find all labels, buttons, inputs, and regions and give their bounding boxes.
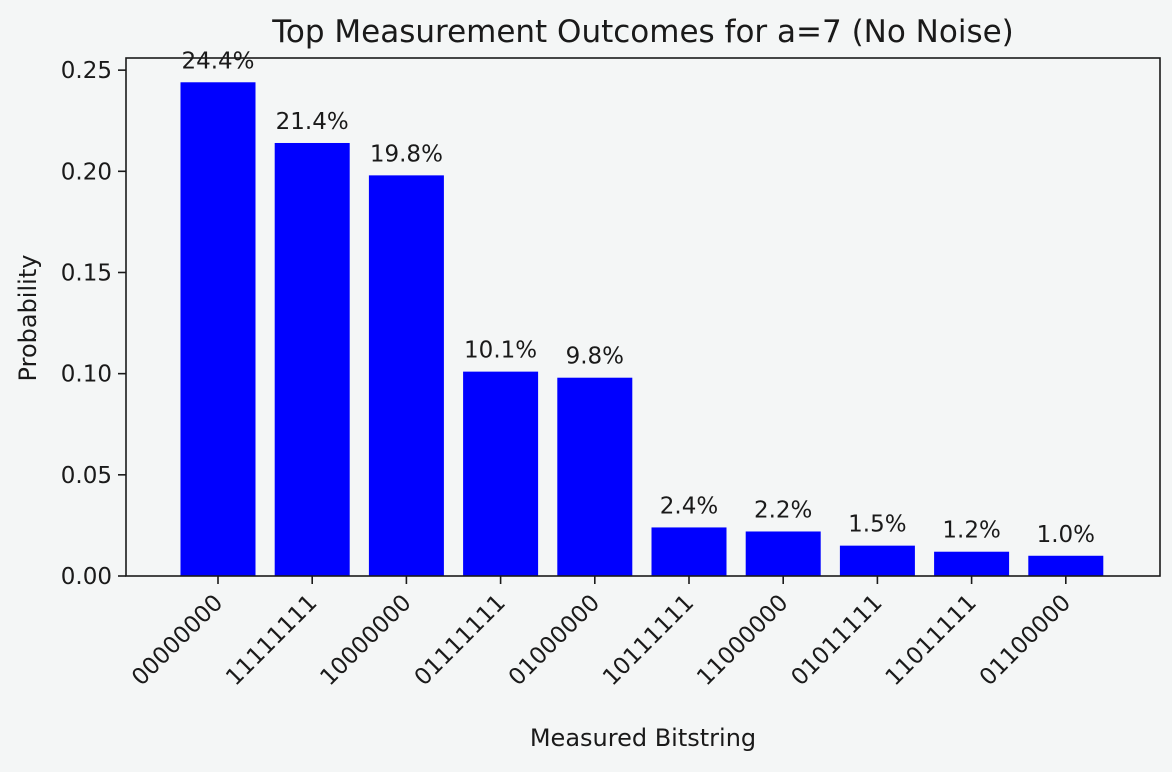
bar [274, 142, 350, 576]
bar [651, 527, 727, 576]
bar-data-label: 21.4% [276, 109, 349, 135]
y-axis: 0.00 0.05 0.10 0.15 0.20 0.25 [61, 58, 126, 590]
x-tick-label: 10111111 [598, 590, 699, 691]
bar-data-label: 2.4% [660, 493, 718, 519]
bar-data-label: 24.4% [181, 48, 254, 74]
x-tick-label: 00000000 [127, 590, 228, 691]
bar-data-label: 1.2% [942, 518, 1000, 544]
x-tick-label: 01011111 [786, 590, 887, 691]
y-tick-label: 0.05 [61, 463, 112, 489]
y-tick-label: 0.25 [61, 58, 112, 84]
data-labels-layer: 24.4% 21.4% 19.8% 10.1% 9.8% 2.4% 2.2% 1.5% 1.2%… [181, 48, 1095, 547]
y-axis-label: Probability [14, 255, 42, 382]
x-tick-label: 10000000 [315, 590, 416, 691]
bar-data-label: 2.2% [754, 497, 812, 523]
y-tick-label: 0.10 [61, 362, 112, 388]
y-tick-label: 0.15 [61, 260, 112, 286]
bar [839, 545, 915, 576]
bar-data-label: 1.5% [848, 512, 906, 538]
x-axis: 0000000011111111100000000111111101000000… [127, 576, 1076, 691]
x-tick-label: 01000000 [504, 590, 605, 691]
bar [934, 551, 1010, 576]
bar [745, 531, 821, 576]
chart-title: Top Measurement Outcomes for a=7 (No Noi… [271, 14, 1014, 50]
x-tick-label: 11000000 [692, 590, 793, 691]
x-axis-label: Measured Bitstring [530, 724, 756, 752]
y-tick-label: 0.00 [61, 564, 112, 590]
x-tick-label: 01100000 [975, 590, 1076, 691]
bar [1028, 555, 1104, 576]
y-tick-label: 0.20 [61, 159, 112, 185]
bar-data-label: 10.1% [464, 338, 537, 364]
bar [368, 175, 444, 576]
bars-layer [180, 82, 1104, 576]
bar [557, 377, 633, 576]
bar [463, 371, 539, 576]
bar [180, 82, 256, 576]
plot-frame [125, 57, 1161, 577]
bar-data-label: 9.8% [566, 344, 624, 370]
bar-data-label: 1.0% [1037, 522, 1095, 548]
x-tick-label: 01111111 [410, 590, 511, 691]
bar-data-label: 19.8% [370, 141, 443, 167]
x-tick-label: 11011111 [881, 590, 982, 691]
x-tick-label: 11111111 [221, 590, 322, 691]
